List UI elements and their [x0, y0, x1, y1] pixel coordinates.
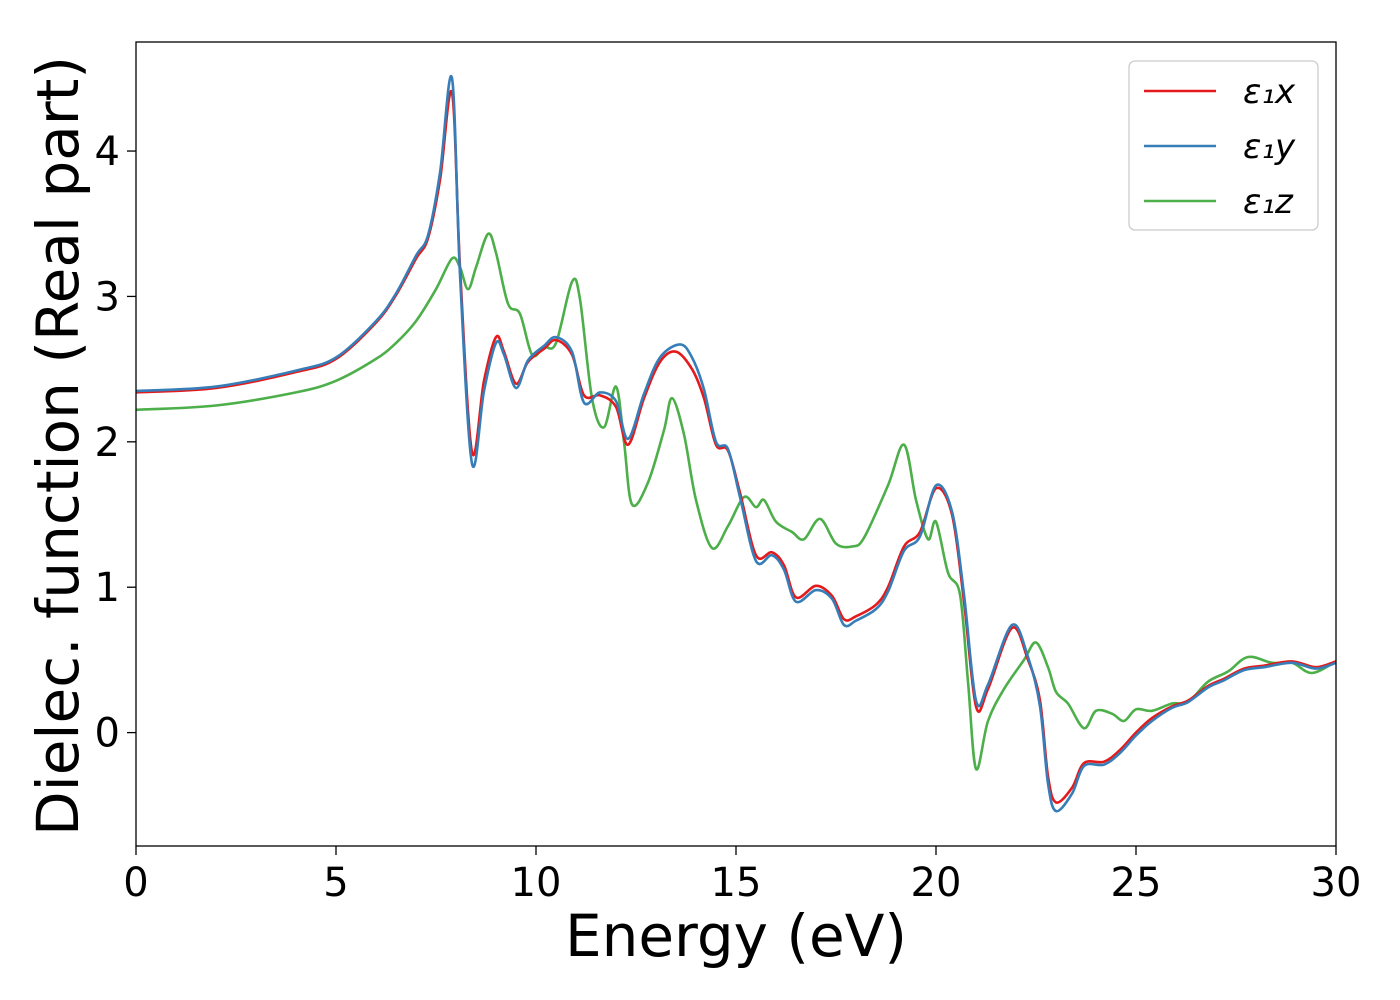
x-axis: 0 5 10 15 20 25 30 [123, 846, 1361, 906]
legend-box [1128, 60, 1319, 231]
y-tick-label: 0 [95, 711, 120, 757]
legend-label: ε₁z [1243, 182, 1294, 222]
series-line-3 [136, 232, 1336, 771]
legend: ε₁x ε₁y ε₁z [1128, 60, 1319, 231]
series-line-2 [136, 74, 1336, 813]
y-axis-label: Dielec. function (Real part) [24, 56, 92, 836]
y-tick-label: 3 [95, 274, 120, 320]
x-tick-label: 20 [911, 860, 962, 906]
x-tick-label: 30 [1311, 860, 1362, 906]
y-tick-label: 2 [95, 420, 120, 466]
x-axis-label: Energy (eV) [565, 902, 907, 970]
x-tick-label: 15 [711, 860, 762, 906]
series-layer [136, 74, 1336, 813]
y-tick-label: 4 [95, 129, 120, 175]
x-tick-label: 25 [1111, 860, 1162, 906]
y-tick-label: 1 [95, 565, 120, 611]
legend-label: ε₁y [1243, 127, 1296, 167]
x-tick-label: 5 [323, 860, 348, 906]
y-axis: 0 1 2 3 4 [95, 129, 136, 757]
x-tick-label: 0 [123, 860, 148, 906]
legend-label: ε₁x [1243, 72, 1296, 112]
x-tick-label: 10 [511, 860, 562, 906]
